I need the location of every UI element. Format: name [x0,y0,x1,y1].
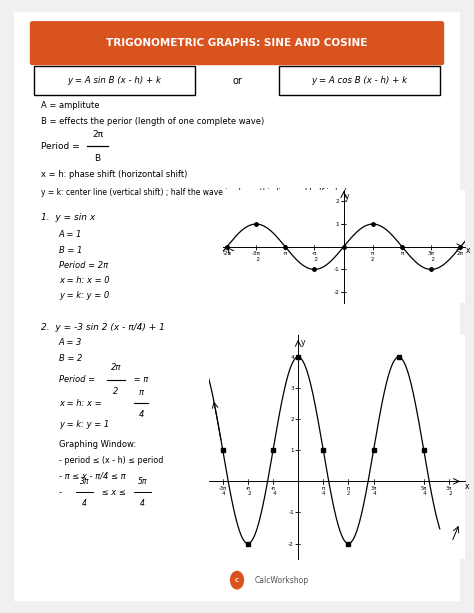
Circle shape [230,571,244,590]
Text: B = effects the perior (length of one complete wave): B = effects the perior (length of one co… [41,117,264,126]
Text: 4: 4 [138,410,144,419]
Text: A = 1: A = 1 [59,230,82,239]
Text: or: or [232,75,242,86]
Text: 4: 4 [82,499,87,508]
Text: C: C [235,577,239,582]
Text: 5π: 5π [138,477,147,486]
Text: y = k: y = 1: y = k: y = 1 [59,419,109,428]
Text: B = 2: B = 2 [59,354,82,364]
Text: 2π: 2π [110,364,121,373]
Text: 2: 2 [113,387,118,395]
Text: y = A sin B (x - h) + k: y = A sin B (x - h) + k [67,76,162,85]
FancyBboxPatch shape [279,66,440,94]
Text: Period =: Period = [41,142,82,151]
Text: x = h: phase shift (horizontal shift): x = h: phase shift (horizontal shift) [41,170,187,179]
Text: TRIGONOMETRIC GRAPHS: SINE AND COSINE: TRIGONOMETRIC GRAPHS: SINE AND COSINE [106,38,368,48]
Text: B: B [94,154,100,163]
Text: y = A cos B (x - h) + k: y = A cos B (x - h) + k [311,76,408,85]
Text: ≤ x ≤: ≤ x ≤ [99,488,128,497]
Text: y = k: center line (vertical shift) ; half the wave is above this line and half : y = k: center line (vertical shift) ; ha… [41,188,358,197]
Text: 2.  y = -3 sin 2 (x - π/4) + 1: 2. y = -3 sin 2 (x - π/4) + 1 [41,322,165,332]
Text: x = h: x =: x = h: x = [59,399,104,408]
Text: -: - [59,488,64,497]
Text: x: x [465,246,470,256]
Text: - π ≤ x - π/4 ≤ π: - π ≤ x - π/4 ≤ π [59,472,126,481]
Text: y = k: y = 0: y = k: y = 0 [59,291,109,300]
Text: 3π: 3π [80,477,90,486]
Text: - period ≤ (x - h) ≤ period: - period ≤ (x - h) ≤ period [59,456,163,465]
Text: Period =: Period = [59,375,98,384]
FancyBboxPatch shape [10,6,464,607]
Text: y: y [301,338,305,347]
FancyBboxPatch shape [30,21,444,65]
Text: x = h: x = 0: x = h: x = 0 [59,276,109,285]
Text: x: x [465,482,470,492]
Text: A = 3: A = 3 [59,338,82,348]
Text: y: y [345,192,349,201]
FancyBboxPatch shape [34,66,195,94]
Text: 1.  y = sin x: 1. y = sin x [41,213,95,221]
Text: A = amplitute: A = amplitute [41,101,100,110]
Text: = π: = π [131,375,148,384]
Text: Graphing Window:: Graphing Window: [59,440,136,449]
Text: CalcWorkshop: CalcWorkshop [255,576,309,585]
Text: 4: 4 [140,499,145,508]
Text: Period = 2π: Period = 2π [59,261,108,270]
Text: 2π: 2π [92,130,103,139]
Text: B = 1: B = 1 [59,245,82,254]
Text: π: π [139,388,144,397]
